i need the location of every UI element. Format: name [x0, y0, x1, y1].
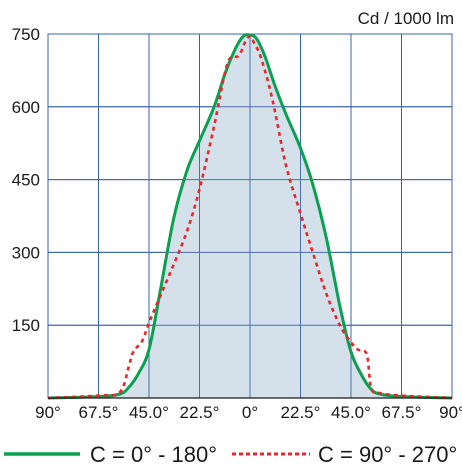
y-tick-label: 450: [12, 171, 40, 190]
y-tick-label: 750: [12, 25, 40, 44]
y-tick-label: 300: [12, 243, 40, 262]
legend-label-c0-180: C = 0° - 180°: [90, 442, 217, 467]
x-tick-label: 45.0°: [331, 403, 371, 422]
series-line-c0-180: [47, 33, 453, 400]
x-tick-label: 67.5°: [382, 403, 422, 422]
legend-label-c90-270: C = 90° - 270°: [318, 442, 457, 467]
x-tick-label: 90°: [439, 403, 462, 422]
x-tick-label: 0°: [242, 403, 258, 422]
grid-overlay: [48, 33, 452, 398]
unit-label: Cd / 1000 lm: [358, 9, 454, 28]
x-tick-label: 45.0°: [129, 403, 169, 422]
y-tick-label: 150: [12, 316, 40, 335]
axes: 90° 67.5° 45.0° 22.5° 0° 22.5° 45.0° 67.5° 90° 15…: [12, 25, 462, 422]
series-layer: [47, 33, 453, 400]
x-tick-label: 22.5°: [180, 403, 220, 422]
x-tick-label: 67.5°: [79, 403, 119, 422]
x-tick-label: 22.5°: [281, 403, 321, 422]
y-tick-label: 600: [12, 98, 40, 117]
x-tick-label: 90°: [35, 403, 61, 422]
series-line-c90-270: [47, 35, 453, 400]
legend: C = 0° - 180° C = 90° - 270°: [4, 442, 457, 467]
